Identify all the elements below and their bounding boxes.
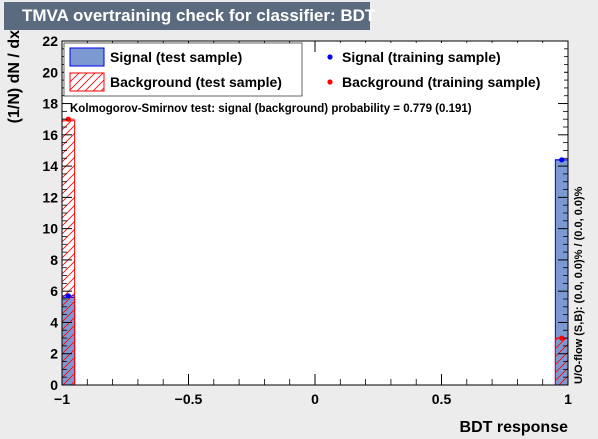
- overflow-annotation: U/O-flow (S,B): (0.0, 0.0)% / (0.0, 0.0)…: [573, 186, 585, 384]
- legend-label-background-train: Background (training sample): [342, 74, 540, 90]
- legend-label-signal-test: Signal (test sample): [110, 49, 242, 65]
- y-tick-label-11: 22: [42, 33, 58, 49]
- x-tick-label-4: 1: [564, 391, 572, 407]
- y-tick-label-2: 4: [50, 314, 58, 330]
- y-tick-label-3: 6: [50, 283, 58, 299]
- y-tick-label-1: 2: [50, 346, 58, 362]
- legend-marker-background-train: [327, 79, 333, 85]
- legend-marker-signal-train: [327, 54, 333, 60]
- x-tick-label-2: 0: [311, 391, 319, 407]
- y-tick-label-6: 12: [42, 189, 58, 205]
- plot-frame-background: [62, 41, 568, 385]
- ks-test-annotation: Kolmogorov-Smirnov test: signal (backgro…: [70, 103, 472, 115]
- y-tick-label-4: 8: [50, 252, 58, 268]
- y-axis: 0 2 4 6 8 10 12 14 16 18 20 22: [42, 33, 568, 393]
- y-tick-label-8: 16: [42, 127, 58, 143]
- background-test-bar-0: [61, 120, 76, 386]
- background-train-marker-1: [559, 335, 565, 341]
- y-tick-label-0: 0: [50, 377, 58, 393]
- x-tick-label-0: −1: [54, 391, 70, 407]
- chart-title-box: TMVA overtraining check for classifier: …: [4, 2, 375, 30]
- legend-box-right: [316, 43, 564, 96]
- background-train-marker-0: [65, 116, 71, 122]
- legend: Signal (test sample) Background (test sa…: [63, 42, 564, 97]
- legend-label-signal-train: Signal (training sample): [342, 49, 501, 65]
- training-markers: [62, 116, 568, 341]
- y-tick-label-9: 18: [42, 96, 58, 112]
- legend-swatch-signal-test: [69, 47, 105, 67]
- y-tick-label-5: 10: [42, 221, 58, 237]
- x-tick-label-3: 0.5: [432, 391, 452, 407]
- x-axis: −1 −0.5 0 0.5 1: [54, 41, 572, 407]
- y-tick-label-10: 20: [42, 64, 58, 80]
- y-tick-label-7: 14: [42, 158, 58, 174]
- legend-label-background-test: Background (test sample): [110, 74, 282, 90]
- signal-train-marker-0: [65, 293, 71, 299]
- x-tick-label-1: −0.5: [175, 391, 203, 407]
- y-axis-label: (1/N) dN / dx: [6, 30, 23, 123]
- signal-train-marker-1: [559, 157, 565, 163]
- x-axis-label: BDT response: [460, 419, 569, 436]
- chart-title: TMVA overtraining check for classifier: …: [22, 6, 376, 25]
- legend-swatch-background-test: [69, 72, 105, 92]
